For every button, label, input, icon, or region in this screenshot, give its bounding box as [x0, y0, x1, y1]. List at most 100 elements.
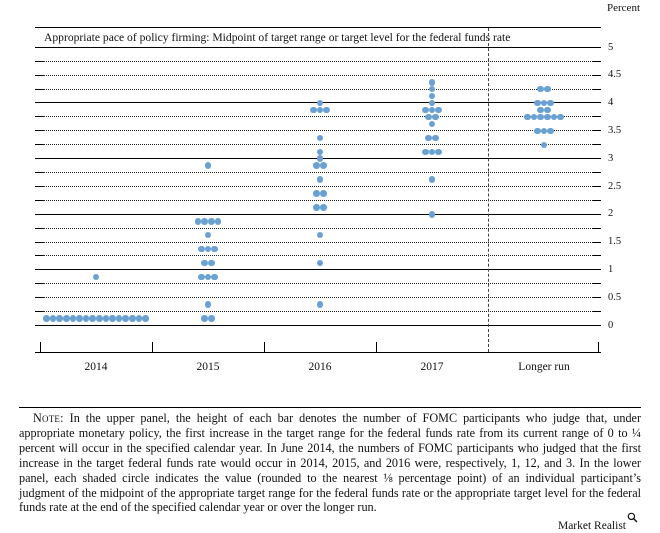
gridline-tick-left: [35, 88, 43, 90]
gridline-solid: [35, 213, 601, 215]
fomc-dot: [82, 315, 90, 322]
gridline-solid: [35, 269, 601, 271]
fomc-dot: [557, 113, 564, 121]
gridline-dotted: [43, 227, 593, 229]
chart-title: Appropriate pace of policy firming: Midp…: [44, 31, 511, 44]
fomc-dot: [428, 148, 436, 155]
fomc-dot: [129, 315, 136, 322]
gridline-tick-left: [35, 60, 43, 62]
gridline-tick-right: [593, 74, 601, 76]
fomc-dot: [208, 218, 215, 225]
fomc-dot: [316, 231, 324, 239]
fomc-dot: [204, 273, 212, 281]
fomc-dot: [316, 301, 324, 308]
fomc-dot: [96, 315, 103, 322]
y-axis-label: 4.5: [608, 69, 622, 81]
x-axis-category-label: 2015: [196, 361, 220, 373]
y-axis-label: 1: [608, 263, 614, 275]
note-text: In the upper panel, the height of each b…: [19, 411, 642, 515]
gridline-dotted: [43, 311, 593, 312]
fomc-dot: [313, 204, 320, 211]
gridline-dotted: [43, 88, 593, 90]
y-axis-label: 3.5: [608, 124, 622, 136]
fomc-dot: [316, 134, 324, 142]
fomc-dot: [208, 259, 215, 267]
note-label: Note:: [33, 411, 64, 425]
gridline-tick-right: [593, 255, 601, 257]
y-axis-label: 1.5: [608, 236, 622, 248]
fomc-dot: [194, 218, 202, 225]
x-axis-tick: [264, 342, 265, 352]
x-axis-tick: [598, 342, 599, 352]
fomc-dot: [142, 315, 149, 322]
y-axis-label: 4: [608, 97, 614, 109]
fomc-dot: [135, 315, 143, 322]
fomc-dot: [428, 106, 436, 114]
gridline-tick-right: [593, 227, 601, 229]
fomc-dot: [109, 315, 116, 322]
fomc-dot: [537, 106, 544, 114]
y-axis-label: 2: [608, 208, 614, 220]
fomc-dot: [432, 134, 439, 142]
x-axis-category-label: 2016: [308, 361, 332, 373]
x-axis-tick: [376, 342, 377, 352]
x-axis-category-label: 2014: [84, 361, 108, 373]
fomc-dot: [428, 79, 436, 86]
gridline-tick-left: [35, 255, 43, 257]
fomc-dot: [92, 273, 100, 281]
gridline-tick-left: [35, 185, 43, 187]
fomc-dot: [530, 113, 538, 121]
fomc-dot: [435, 148, 442, 155]
fomc-dot: [49, 315, 57, 322]
fomc-dot: [56, 315, 63, 322]
fomc-dot: [422, 148, 429, 155]
x-axis-category-label: 2017: [420, 361, 444, 373]
fomc-dot: [547, 127, 554, 135]
fomc-dot: [428, 211, 436, 218]
fomc-dot: [534, 99, 541, 107]
chart-top-border: [35, 27, 601, 28]
fomc-dot: [316, 259, 324, 267]
fomc-dot: [43, 315, 50, 322]
fomc-dot: [310, 106, 317, 114]
fomc-dot: [313, 190, 320, 197]
fomc-dot: [544, 106, 551, 114]
fomc-dot: [313, 162, 320, 169]
fomc-dot: [428, 99, 436, 107]
gridline-tick-left: [35, 311, 43, 312]
fomc-dot: [435, 106, 442, 114]
fomc-dot: [198, 245, 205, 253]
gridline-dotted: [43, 283, 593, 285]
gridline-tick-right: [593, 297, 601, 299]
fomc-dot: [122, 315, 129, 322]
gridline-tick-right: [593, 199, 601, 201]
fomc-dot: [204, 245, 212, 253]
fomc-dot: [428, 85, 436, 93]
fomc-dot: [115, 315, 123, 322]
fomc-dot: [204, 301, 212, 308]
market-realist-logo: Market Realist: [558, 512, 638, 532]
gridline-dotted: [43, 144, 593, 146]
fomc-dot: [316, 176, 324, 183]
fomc-dot: [198, 273, 205, 281]
fomc-dot: [316, 106, 324, 114]
fomc-dot: [428, 92, 436, 100]
gridline-dotted: [43, 255, 593, 257]
gridline-tick-right: [593, 283, 601, 285]
gridline-tick-right: [593, 185, 601, 187]
fomc-dot: [316, 148, 324, 155]
gridline-dotted: [43, 241, 593, 243]
gridline-tick-right: [593, 241, 601, 243]
gridline-tick-left: [35, 116, 43, 118]
fomc-dot: [69, 315, 77, 322]
gridline-dotted: [43, 130, 593, 132]
y-axis-label: 5: [608, 41, 614, 53]
x-axis: [35, 352, 601, 353]
fomc-dot: [316, 155, 324, 162]
gridline-dotted: [43, 199, 593, 201]
gridline-tick-left: [35, 199, 43, 201]
note-paragraph: Note: In the upper panel, the height of …: [19, 411, 641, 515]
gridline-tick-right: [593, 60, 601, 62]
fomc-dot: [524, 113, 531, 121]
